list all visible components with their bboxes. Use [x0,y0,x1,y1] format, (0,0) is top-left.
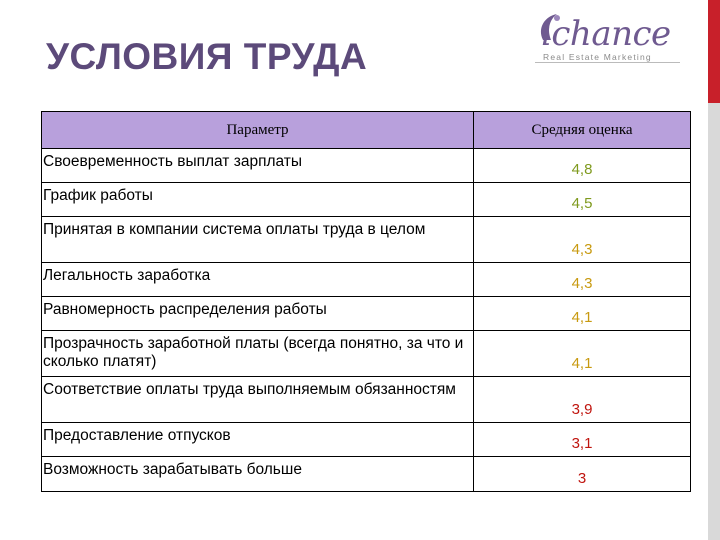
table-row: Соответствие оплаты труда выполняемым об… [41,376,691,423]
side-accent-gray [708,103,720,540]
side-accent-red [708,0,720,103]
slide-title: УСЛОВИЯ ТРУДА [46,36,368,77]
logo-swirl-icon [540,14,560,40]
average-score: 4,5 [473,182,691,217]
parameter-name: Легальность заработка [41,262,474,297]
parameter-name: Возможность зарабатывать больше [41,456,474,492]
side-accent-bar [708,0,720,540]
parameter-name: Соответствие оплаты труда выполняемым об… [41,376,474,423]
parameter-name: Своевременность выплат зарплаты [41,148,474,183]
table-row: Принятая в компании система оплаты труда… [41,216,691,263]
table-header-row: Параметр Средняя оценка [41,111,691,149]
table-row: Возможность зарабатывать больше 3 [41,456,691,492]
parameter-name: Равномерность распределения работы [41,296,474,331]
header-parameter: Параметр [41,111,474,149]
logo-tagline: Real Estate Marketing [543,52,652,62]
average-score: 4,3 [473,262,691,297]
company-logo: ichance Real Estate Marketing [527,8,685,70]
table-row: Равномерность распределения работы 4,1 [41,296,691,331]
parameter-name: График работы [41,182,474,217]
logo-divider [535,62,680,63]
header-average-score: Средняя оценка [473,111,691,149]
table-row: Предоставление отпусков 3,1 [41,422,691,457]
table-row: Прозрачность заработной платы (всегда по… [41,330,691,377]
average-score: 4,1 [473,330,691,377]
average-score: 4,8 [473,148,691,183]
average-score: 3 [473,456,691,492]
logo-wordmark: ichance [541,14,671,54]
average-score: 3,9 [473,376,691,423]
working-conditions-table: Параметр Средняя оценка Своевременность … [41,111,691,492]
parameter-name: Предоставление отпусков [41,422,474,457]
table-row: Легальность заработка 4,3 [41,262,691,297]
parameter-name: Принятая в компании система оплаты труда… [41,216,474,263]
average-score: 4,1 [473,296,691,331]
average-score: 3,1 [473,422,691,457]
average-score: 4,3 [473,216,691,263]
table-row: График работы 4,5 [41,182,691,217]
table-row: Своевременность выплат зарплаты 4,8 [41,148,691,183]
parameter-name: Прозрачность заработной платы (всегда по… [41,330,474,377]
